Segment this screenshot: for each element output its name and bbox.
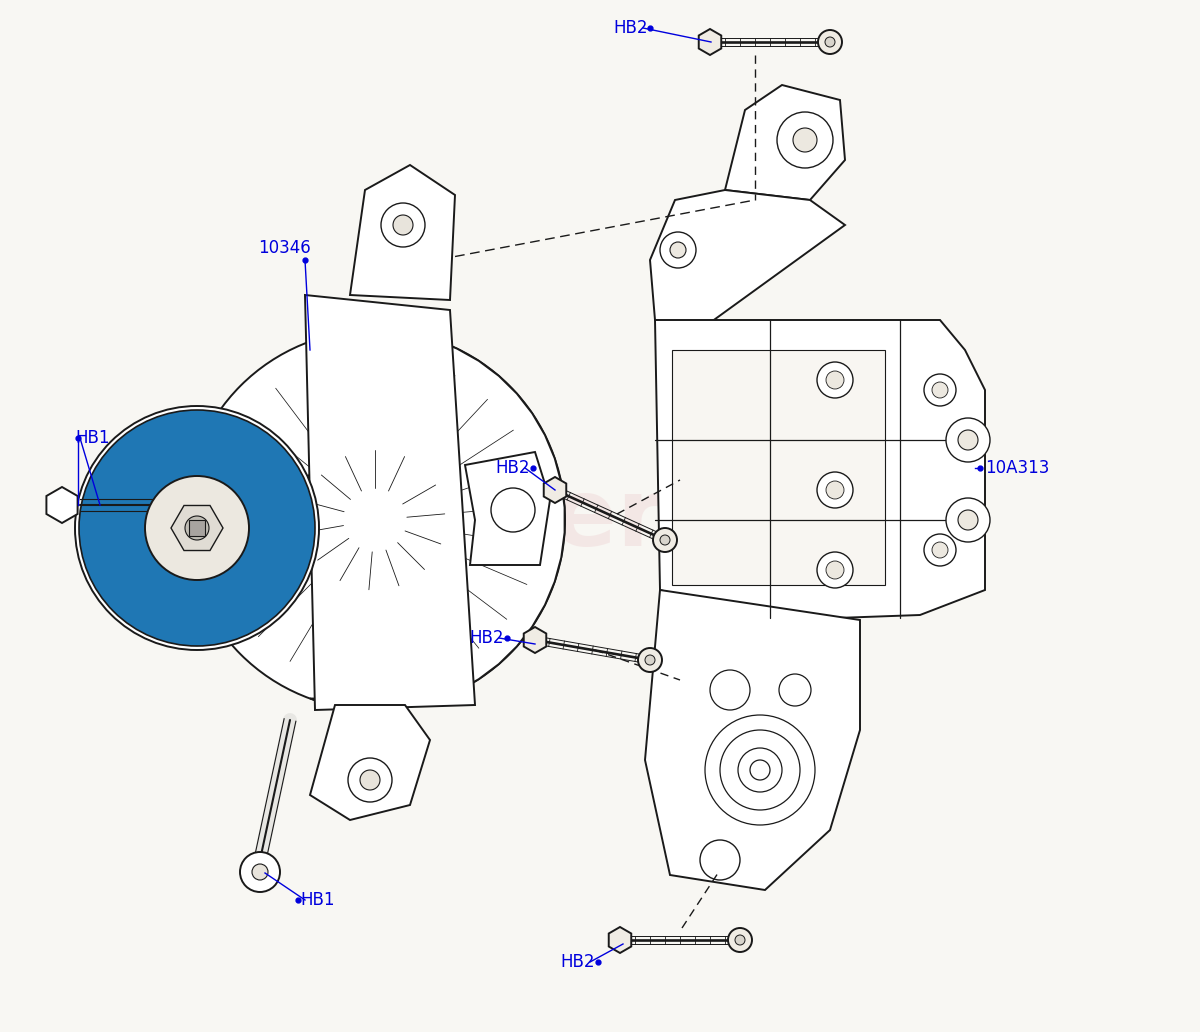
Circle shape xyxy=(240,852,280,892)
Circle shape xyxy=(958,430,978,450)
Circle shape xyxy=(185,516,209,540)
Circle shape xyxy=(670,241,686,258)
Circle shape xyxy=(720,730,800,810)
Circle shape xyxy=(360,770,380,791)
Text: 10A313: 10A313 xyxy=(985,459,1049,477)
Circle shape xyxy=(826,370,844,389)
Circle shape xyxy=(932,542,948,558)
Polygon shape xyxy=(608,927,631,953)
Circle shape xyxy=(97,428,298,628)
Circle shape xyxy=(826,37,835,47)
Circle shape xyxy=(85,416,310,640)
Polygon shape xyxy=(655,320,985,620)
Text: 10346: 10346 xyxy=(258,239,311,257)
Circle shape xyxy=(491,488,535,533)
Polygon shape xyxy=(190,520,205,536)
Circle shape xyxy=(826,561,844,579)
Circle shape xyxy=(924,534,956,566)
Circle shape xyxy=(127,458,266,598)
Circle shape xyxy=(946,498,990,542)
Polygon shape xyxy=(646,590,860,890)
Circle shape xyxy=(734,935,745,945)
Circle shape xyxy=(348,757,392,802)
Circle shape xyxy=(74,406,319,650)
Text: HB2: HB2 xyxy=(469,628,504,647)
Circle shape xyxy=(818,30,842,54)
Circle shape xyxy=(817,472,853,508)
Text: HB2: HB2 xyxy=(560,953,595,971)
Circle shape xyxy=(660,535,670,545)
Circle shape xyxy=(706,715,815,825)
Circle shape xyxy=(817,362,853,398)
Circle shape xyxy=(738,748,782,792)
Circle shape xyxy=(79,410,314,646)
Polygon shape xyxy=(650,190,845,330)
Circle shape xyxy=(700,840,740,880)
Text: HB1: HB1 xyxy=(300,891,335,909)
Circle shape xyxy=(121,452,274,604)
Text: S      deria: S deria xyxy=(220,474,760,566)
Circle shape xyxy=(638,648,662,672)
Polygon shape xyxy=(544,477,566,503)
Circle shape xyxy=(924,374,956,406)
Circle shape xyxy=(382,203,425,247)
Circle shape xyxy=(295,440,455,600)
Circle shape xyxy=(646,655,655,665)
Circle shape xyxy=(779,674,811,706)
Circle shape xyxy=(91,422,302,634)
Text: HB1: HB1 xyxy=(74,429,109,447)
Circle shape xyxy=(660,232,696,268)
Circle shape xyxy=(115,446,278,610)
Circle shape xyxy=(958,510,978,530)
Polygon shape xyxy=(466,452,550,565)
Polygon shape xyxy=(305,295,475,710)
Circle shape xyxy=(817,552,853,588)
Polygon shape xyxy=(672,350,886,585)
Circle shape xyxy=(103,434,292,622)
Text: c         r         t         a: c r t a xyxy=(168,578,432,602)
Circle shape xyxy=(653,528,677,552)
Circle shape xyxy=(394,215,413,235)
Circle shape xyxy=(139,470,256,586)
Circle shape xyxy=(133,464,262,592)
Circle shape xyxy=(778,112,833,168)
Polygon shape xyxy=(725,85,845,200)
Circle shape xyxy=(143,474,251,582)
Circle shape xyxy=(932,382,948,398)
Polygon shape xyxy=(310,330,564,710)
Circle shape xyxy=(252,864,268,880)
Text: HB2: HB2 xyxy=(496,459,530,477)
Polygon shape xyxy=(172,506,223,550)
Circle shape xyxy=(946,418,990,462)
Text: HB2: HB2 xyxy=(613,19,648,37)
Polygon shape xyxy=(47,487,78,523)
Polygon shape xyxy=(310,705,430,820)
Circle shape xyxy=(750,760,770,780)
Circle shape xyxy=(826,481,844,499)
Circle shape xyxy=(185,330,565,710)
Circle shape xyxy=(793,128,817,152)
Circle shape xyxy=(728,928,752,952)
Polygon shape xyxy=(523,627,546,653)
Circle shape xyxy=(145,476,250,580)
Polygon shape xyxy=(698,29,721,55)
Circle shape xyxy=(710,670,750,710)
Polygon shape xyxy=(350,165,455,300)
Circle shape xyxy=(109,440,286,616)
